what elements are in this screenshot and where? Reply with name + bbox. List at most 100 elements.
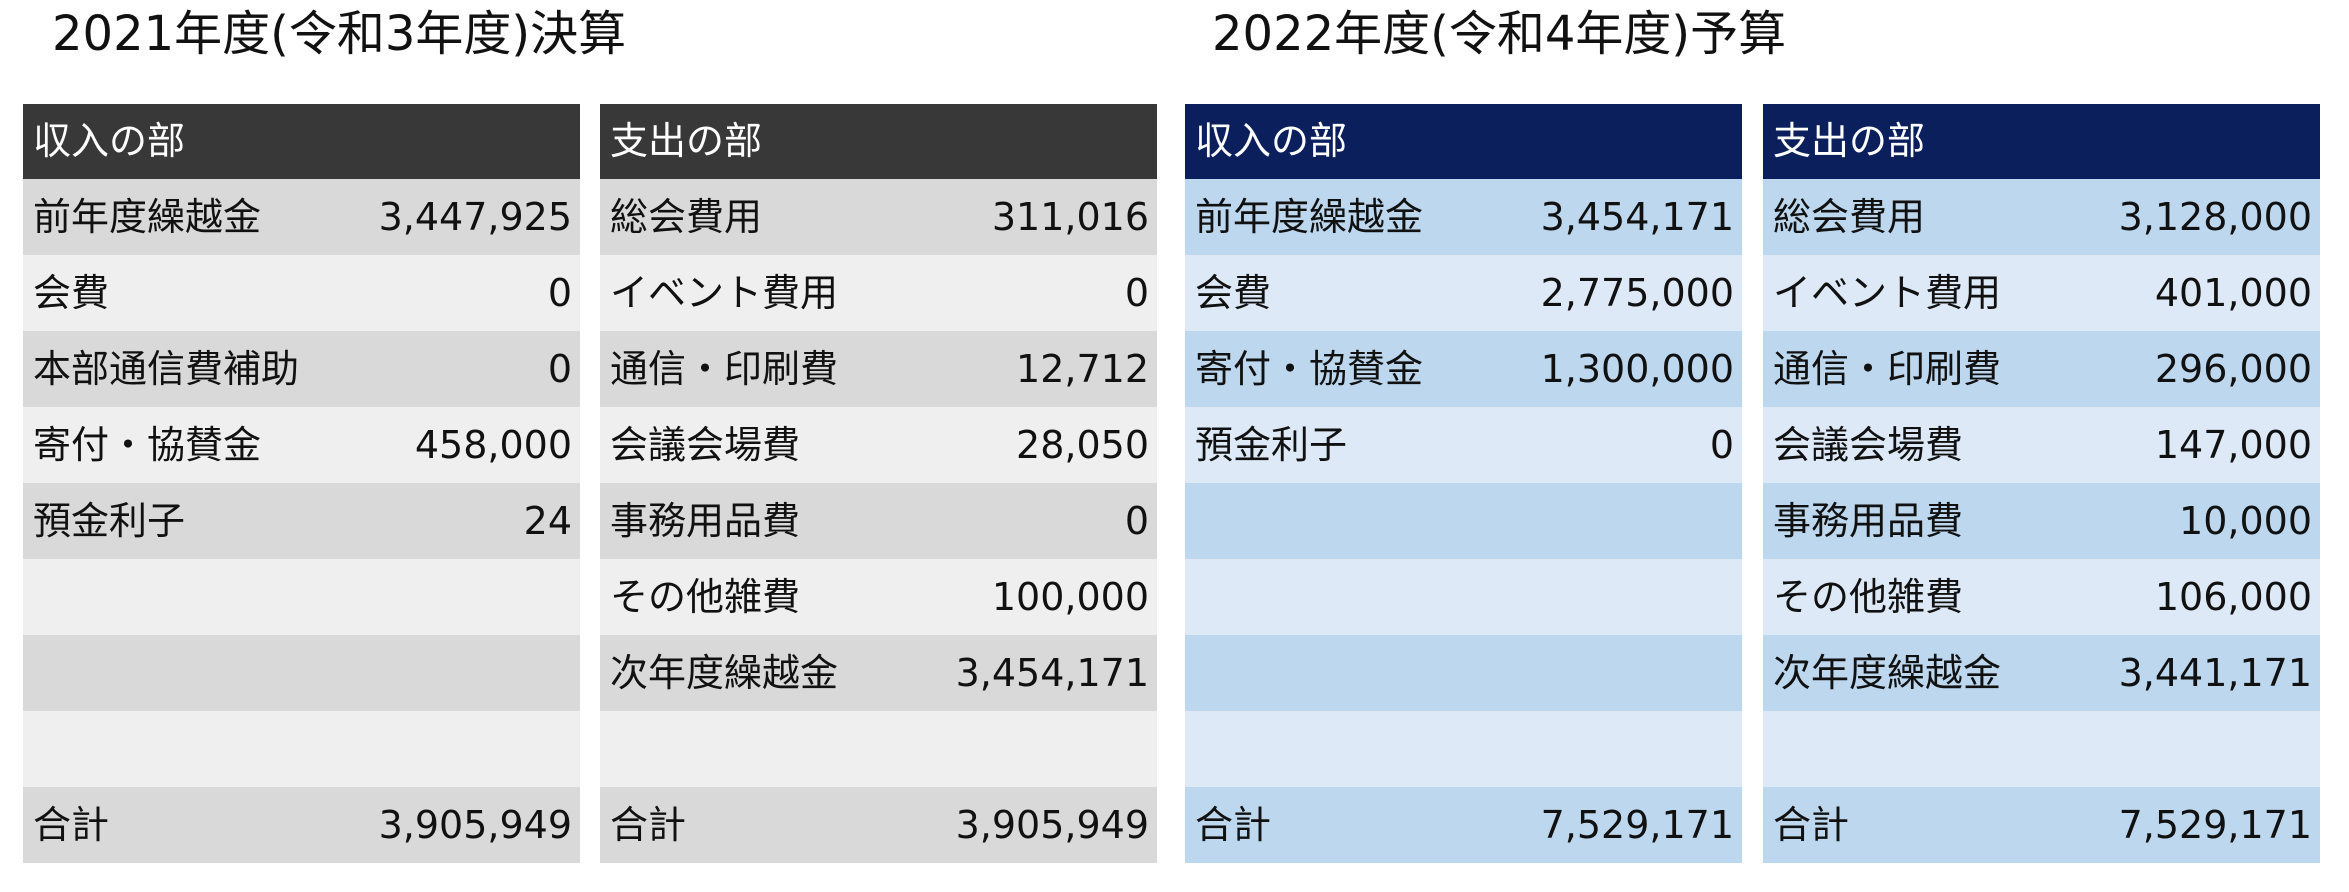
table-row: 預金利子 24	[23, 483, 580, 559]
row-label: 会費	[33, 271, 110, 315]
row-label: 事務用品費	[610, 499, 801, 543]
row-label: 次年度繰越金	[1773, 651, 2002, 695]
table-row: 事務用品費 10,000	[1763, 483, 2320, 559]
table-row	[23, 635, 580, 711]
total-label: 合計	[610, 803, 687, 847]
row-label: 預金利子	[33, 499, 186, 543]
table-row: 預金利子 0	[1185, 407, 1742, 483]
row-label: その他雑費	[610, 575, 801, 619]
table-row: 寄付・協賛金 458,000	[23, 407, 580, 483]
row-label: その他雑費	[1773, 575, 1964, 619]
settlement-expense-table: 支出の部総会費用 311,016 イベント費用 0 通信・印刷費 12,712 会議会場費 2…	[600, 104, 1157, 863]
row-value: 3,447,925	[378, 195, 572, 239]
table-row: その他雑費 100,000	[600, 559, 1157, 635]
row-value: 0	[547, 347, 572, 391]
row-label: 総会費用	[1773, 195, 1926, 239]
row-value: 24	[523, 499, 572, 543]
row-value: 100,000	[991, 575, 1149, 619]
row-value: 28,050	[1016, 423, 1149, 467]
row-label: 前年度繰越金	[33, 195, 262, 239]
total-label: 合計	[33, 803, 110, 847]
table-row: 本部通信費補助 0	[23, 331, 580, 407]
row-value: 2,775,000	[1540, 271, 1734, 315]
table-row	[1185, 711, 1742, 787]
budget-expense-table: 支出の部総会費用 3,128,000 イベント費用 401,000 通信・印刷費 296,…	[1763, 104, 2320, 863]
row-label: 寄付・協賛金	[33, 423, 262, 467]
row-label: 預金利子	[1195, 423, 1348, 467]
table-row	[1185, 635, 1742, 711]
table-row: 次年度繰越金 3,441,171	[1763, 635, 2320, 711]
table-row: イベント費用 401,000	[1763, 255, 2320, 331]
row-label: 通信・印刷費	[1773, 347, 2002, 391]
table-row	[1185, 559, 1742, 635]
table-row: 会費 0	[23, 255, 580, 331]
row-value: 0	[1124, 271, 1149, 315]
settlement-title: 2021年度(令和3年度)決算	[52, 6, 627, 62]
row-value: 458,000	[414, 423, 572, 467]
row-label: 会費	[1195, 271, 1272, 315]
table-body: 総会費用 3,128,000 イベント費用 401,000 通信・印刷費 296,000 会…	[1763, 179, 2320, 787]
total-value: 7,529,171	[2118, 803, 2312, 847]
row-label: 会議会場費	[610, 423, 801, 467]
row-label: 前年度繰越金	[1195, 195, 1424, 239]
total-value: 3,905,949	[378, 803, 572, 847]
row-value: 3,441,171	[2118, 651, 2312, 695]
row-value: 296,000	[2154, 347, 2312, 391]
row-value: 401,000	[2154, 271, 2312, 315]
table-row: 会議会場費 28,050	[600, 407, 1157, 483]
total-row: 合計 7,529,171	[1185, 787, 1742, 863]
row-value: 311,016	[991, 195, 1149, 239]
income-header: 収入の部	[23, 104, 580, 179]
table-body: 前年度繰越金 3,454,171 会費 2,775,000 寄付・協賛金 1,300,00…	[1185, 179, 1742, 787]
table-row: 総会費用 311,016	[600, 179, 1157, 255]
table-row: 前年度繰越金 3,447,925	[23, 179, 580, 255]
row-value: 3,128,000	[2118, 195, 2312, 239]
total-row: 合計 7,529,171	[1763, 787, 2320, 863]
table-row: 会議会場費 147,000	[1763, 407, 2320, 483]
table-row	[1185, 483, 1742, 559]
table-row: 通信・印刷費 12,712	[600, 331, 1157, 407]
budget-income-table: 収入の部前年度繰越金 3,454,171 会費 2,775,000 寄付・協賛金 1,30…	[1185, 104, 1742, 863]
row-value: 12,712	[1016, 347, 1149, 391]
total-value: 3,905,949	[955, 803, 1149, 847]
table-row: 事務用品費 0	[600, 483, 1157, 559]
table-row	[1763, 711, 2320, 787]
expense-header: 支出の部	[600, 104, 1157, 179]
row-value: 0	[1709, 423, 1734, 467]
row-value: 10,000	[2179, 499, 2312, 543]
row-label: 会議会場費	[1773, 423, 1964, 467]
row-value: 0	[1124, 499, 1149, 543]
table-row: 会費 2,775,000	[1185, 255, 1742, 331]
total-value: 7,529,171	[1540, 803, 1734, 847]
table-row: 前年度繰越金 3,454,171	[1185, 179, 1742, 255]
table-row: イベント費用 0	[600, 255, 1157, 331]
row-value: 1,300,000	[1540, 347, 1734, 391]
row-value: 3,454,171	[955, 651, 1149, 695]
row-label: イベント費用	[1773, 271, 2002, 315]
row-value: 0	[547, 271, 572, 315]
table-row: 総会費用 3,128,000	[1763, 179, 2320, 255]
table-row: 通信・印刷費 296,000	[1763, 331, 2320, 407]
income-header: 収入の部	[1185, 104, 1742, 179]
row-label: 寄付・協賛金	[1195, 347, 1424, 391]
table-row: 寄付・協賛金 1,300,000	[1185, 331, 1742, 407]
table-body: 総会費用 311,016 イベント費用 0 通信・印刷費 12,712 会議会場費 28,05…	[600, 179, 1157, 787]
table-body: 前年度繰越金 3,447,925 会費 0 本部通信費補助 0 寄付・協賛金 458,000 預…	[23, 179, 580, 787]
row-value: 3,454,171	[1540, 195, 1734, 239]
table-row	[23, 711, 580, 787]
row-label: イベント費用	[610, 271, 839, 315]
budget-title: 2022年度(令和4年度)予算	[1212, 6, 1787, 62]
table-row	[23, 559, 580, 635]
expense-header: 支出の部	[1763, 104, 2320, 179]
row-label: 総会費用	[610, 195, 763, 239]
settlement-income-table: 収入の部前年度繰越金 3,447,925 会費 0 本部通信費補助 0 寄付・協賛金 458,…	[23, 104, 580, 863]
total-row: 合計 3,905,949	[23, 787, 580, 863]
total-label: 合計	[1195, 803, 1272, 847]
row-label: 次年度繰越金	[610, 651, 839, 695]
row-label: 事務用品費	[1773, 499, 1964, 543]
table-row: 次年度繰越金 3,454,171	[600, 635, 1157, 711]
table-row: その他雑費 106,000	[1763, 559, 2320, 635]
total-row: 合計 3,905,949	[600, 787, 1157, 863]
row-label: 本部通信費補助	[33, 347, 300, 391]
row-label: 通信・印刷費	[610, 347, 839, 391]
